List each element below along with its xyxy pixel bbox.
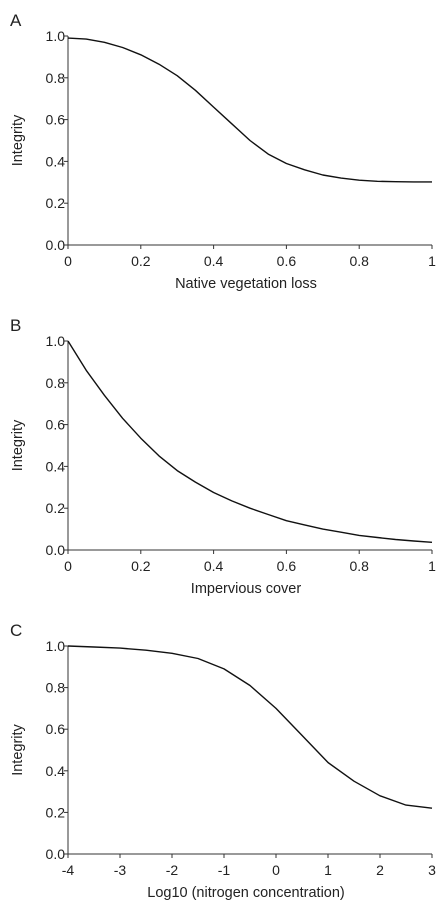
x-tick-label: 0.4	[204, 558, 224, 574]
x-tick-label: 0.8	[349, 253, 369, 269]
y-tick-label: 0.8	[46, 375, 66, 391]
y-tick-label: 0.4	[46, 763, 66, 779]
x-tick-label: 0.6	[277, 253, 297, 269]
series-line	[67, 340, 433, 543]
x-tick-label: 0.6	[277, 558, 297, 574]
panel-label: C	[10, 621, 22, 640]
x-tick-label: -1	[218, 862, 231, 878]
y-tick-label: 0.2	[46, 195, 66, 211]
y-axis-title: Integrity	[10, 723, 26, 775]
y-axis-title: Integrity	[10, 114, 26, 166]
x-tick-label: 0	[272, 862, 280, 878]
y-tick-label: 0.2	[46, 500, 66, 516]
series-line	[67, 37, 432, 183]
x-tick-label: -3	[114, 862, 127, 878]
x-tick-label: 0	[64, 253, 72, 269]
panel-label: B	[10, 316, 21, 335]
x-tick-label: 0.2	[131, 558, 151, 574]
y-tick-label: 0.0	[46, 237, 66, 253]
y-tick-label: 0.0	[46, 542, 66, 558]
x-tick-label: 0.8	[349, 558, 369, 574]
x-axis-title: Impervious cover	[191, 581, 302, 597]
x-tick-label: 1	[428, 558, 436, 574]
y-tick-label: 0.4	[46, 153, 66, 169]
x-tick-label: -2	[166, 862, 179, 878]
x-tick-label: 0.4	[204, 253, 224, 269]
y-tick-label: 0.6	[46, 721, 66, 737]
y-tick-label: 0.8	[46, 70, 66, 86]
panel-label: A	[10, 11, 22, 30]
y-tick-label: 0.6	[46, 112, 66, 128]
panel-c: C 0.0 0.2 0.4 0.6 0.8 1.0 -4 -3 -2 -1 0 1 2 3 Log10 (ni…	[10, 621, 436, 901]
x-axis-title: Native vegetation loss	[175, 276, 317, 292]
x-tick-label: 3	[428, 862, 436, 878]
x-axis-title: Log10 (nitrogen concentration)	[147, 885, 345, 901]
y-tick-label: 0.8	[46, 680, 66, 696]
panel-a: A 0.0 0.2 0.4 0.6 0.8 1.0 0 0.2 0.4 0.6 0.8 1 Native …	[10, 11, 436, 292]
x-tick-label: 2	[376, 862, 384, 878]
x-tick-label: 1	[324, 862, 332, 878]
panel-b: B 0.0 0.2 0.4 0.6 0.8 1.0 0 0.2 0.4 0.6 0.8 1 Impervi…	[10, 316, 436, 597]
x-tick-label: -4	[62, 862, 75, 878]
y-tick-label: 0.2	[46, 804, 66, 820]
y-tick-label: 1.0	[46, 28, 66, 44]
y-tick-label: 1.0	[46, 333, 66, 349]
y-axis-title: Integrity	[10, 419, 26, 471]
series-line	[67, 645, 433, 809]
y-tick-label: 1.0	[46, 638, 66, 654]
y-tick-label: 0.4	[46, 458, 66, 474]
x-tick-label: 1	[428, 253, 436, 269]
x-tick-label: 0.2	[131, 253, 151, 269]
x-tick-label: 0	[64, 558, 72, 574]
y-tick-label: 0.6	[46, 417, 66, 433]
y-tick-label: 0.0	[46, 846, 66, 862]
